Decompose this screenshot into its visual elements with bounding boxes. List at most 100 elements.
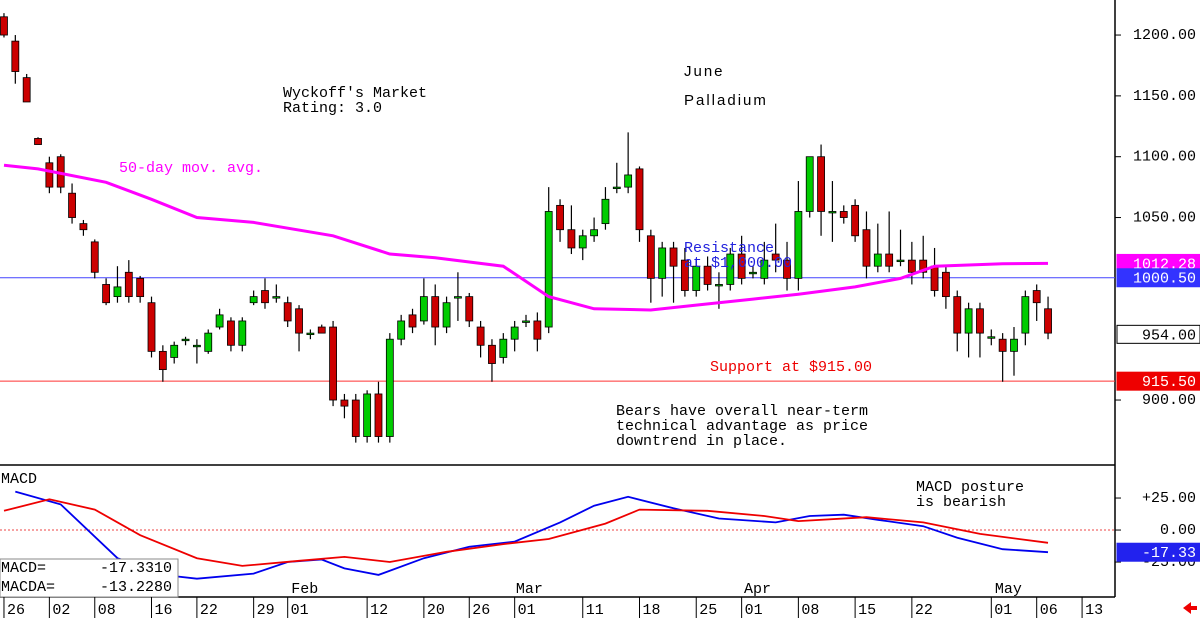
candle-body <box>907 259 916 273</box>
candle-body <box>22 77 31 103</box>
candle-body <box>749 271 757 275</box>
annotation: Bears have overall near-term <box>616 403 868 420</box>
candle-body <box>896 259 905 263</box>
candle-body <box>964 308 973 334</box>
candle-body <box>635 168 644 231</box>
candle-body <box>817 156 825 212</box>
candle-body <box>170 344 179 358</box>
candle-body <box>828 211 837 214</box>
price-label: 954.00 <box>1142 327 1196 344</box>
readout-value: -13.2280 <box>100 579 172 596</box>
candle-body <box>272 296 281 299</box>
candle-body <box>102 284 111 304</box>
candle-body <box>930 265 939 291</box>
candle-body <box>680 259 689 291</box>
candle-body <box>385 338 394 437</box>
candle-body <box>715 284 723 287</box>
candle-body <box>771 253 780 261</box>
candle-body <box>873 253 882 267</box>
annotation: Wyckoff's Market <box>283 85 427 102</box>
candle-body <box>465 296 474 322</box>
x-tick-label: 01 <box>745 602 763 619</box>
candle-body <box>136 277 145 298</box>
candle-body <box>124 271 133 298</box>
candle-body <box>192 344 201 348</box>
y-tick-label: 0.00 <box>1160 522 1196 539</box>
y-tick-label: 1050.00 <box>1133 210 1196 227</box>
y-tick-label: 1150.00 <box>1133 88 1196 105</box>
x-tick-label: 01 <box>291 602 309 619</box>
candle-body <box>419 296 428 322</box>
candle-body <box>851 204 860 237</box>
price-label-box <box>1116 324 1200 344</box>
candle-body <box>1032 290 1041 304</box>
x-tick-label: 22 <box>200 602 218 619</box>
candle-body <box>340 399 349 407</box>
x-tick-label: 12 <box>370 602 388 619</box>
annotation: MACD posture <box>916 479 1024 496</box>
x-tick-label: 29 <box>257 602 275 619</box>
moving-average <box>3 163 1049 312</box>
candle-body <box>942 271 950 298</box>
candle-body <box>703 265 712 285</box>
candle-body <box>726 253 735 285</box>
candle-body <box>295 308 303 334</box>
candle-body <box>0 16 8 36</box>
candle-body <box>760 259 769 279</box>
readout-name: MACD= <box>1 560 46 577</box>
candle-body <box>79 223 88 231</box>
candle-body <box>317 326 326 334</box>
candle-body <box>363 393 372 437</box>
candle-body <box>646 235 655 279</box>
y-tick-label: 1100.00 <box>1133 149 1196 166</box>
candle-body <box>329 326 337 401</box>
candle-body <box>953 296 962 334</box>
y-tick-label: +25.00 <box>1142 490 1196 507</box>
ma-label: 50-day mov. avg. <box>119 160 263 177</box>
price-label-box <box>1116 371 1200 391</box>
candle-body <box>113 286 122 298</box>
candle-body <box>1010 338 1018 352</box>
candle-body <box>987 336 996 339</box>
readout-name: MACDA= <box>1 579 55 596</box>
candle-body <box>783 259 791 279</box>
chart-title: June <box>684 63 725 80</box>
candle-body <box>306 332 315 336</box>
scroll-arrow[interactable] <box>1183 602 1197 614</box>
x-tick-label: 01 <box>518 602 536 619</box>
candle-body <box>1044 308 1052 334</box>
readout-box <box>0 558 179 598</box>
candle-body <box>919 259 928 273</box>
x-tick-label: 08 <box>98 602 116 619</box>
candle-body <box>556 204 564 231</box>
candle-body <box>34 138 42 145</box>
candle-body <box>454 296 462 299</box>
x-tick-label: 02 <box>52 602 70 619</box>
candle-body <box>68 192 76 218</box>
candle-body <box>181 338 190 342</box>
candle-body <box>351 399 360 437</box>
candle-body <box>998 338 1007 352</box>
y-tick-label: 1200.00 <box>1133 27 1196 44</box>
annotation: is bearish <box>916 494 1006 511</box>
candle-body <box>238 320 247 346</box>
annotation: Rating: 3.0 <box>283 100 382 117</box>
panel-title: MACD <box>1 471 37 488</box>
price-label: 1000.50 <box>1133 271 1196 288</box>
candle-body <box>90 241 99 273</box>
candle-body <box>476 326 485 346</box>
month-label: Apr <box>744 581 771 598</box>
candle-body <box>737 253 746 279</box>
candle-body <box>499 338 508 358</box>
candle-body <box>590 229 598 237</box>
candle-body <box>11 40 20 72</box>
candle-body <box>669 247 678 267</box>
x-tick-label: 06 <box>1040 602 1058 619</box>
candle-body <box>283 302 292 322</box>
price-label: 915.50 <box>1142 374 1196 391</box>
candle-body <box>522 320 530 323</box>
candle-body <box>624 174 633 188</box>
candle-body <box>805 156 814 212</box>
candle-body <box>215 314 224 328</box>
candle-body <box>374 393 383 437</box>
